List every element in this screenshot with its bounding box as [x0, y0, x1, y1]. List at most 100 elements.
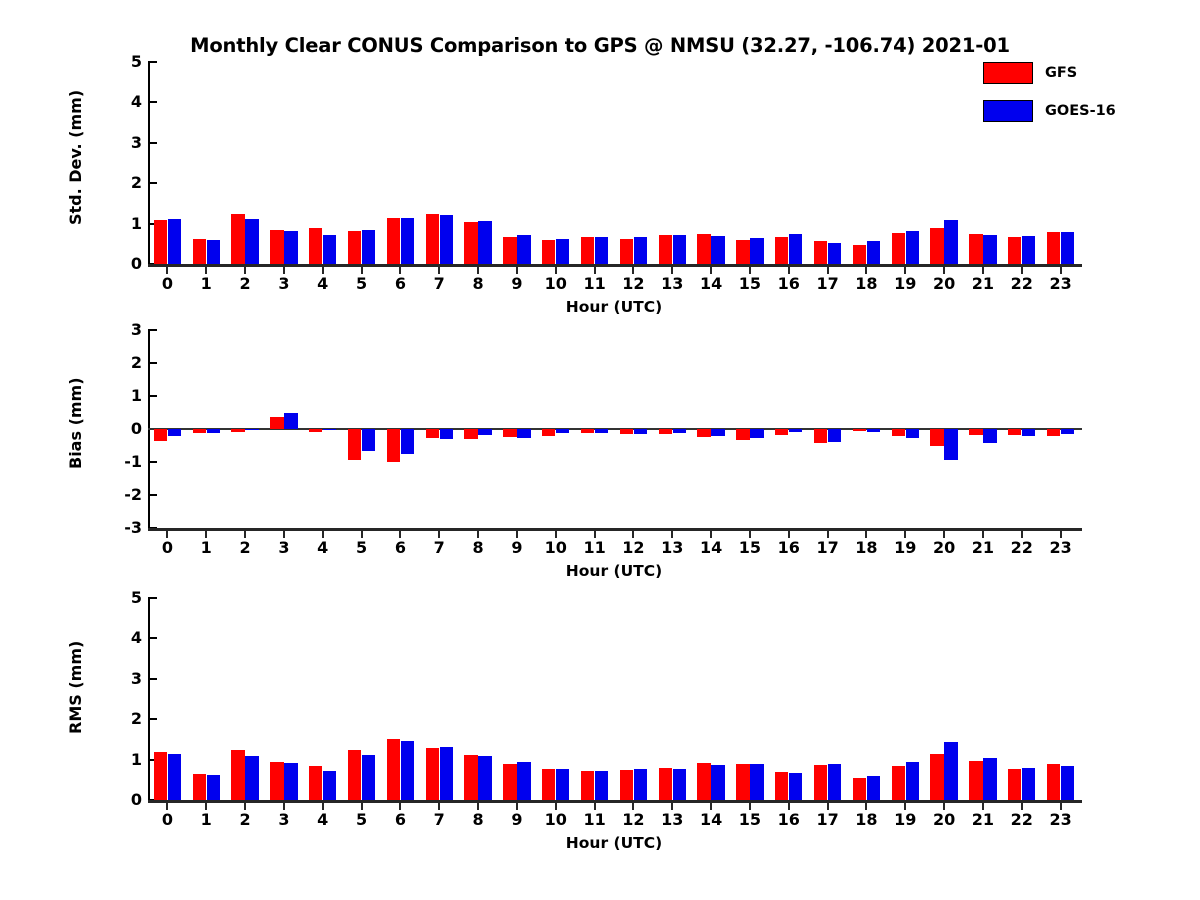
bar-gfs-hour-11 — [580, 770, 595, 800]
x-axis-tick — [282, 803, 285, 810]
bar-gfs-hour-17 — [813, 765, 828, 800]
bar-gfs-hour-16 — [775, 772, 789, 800]
x-axis-tick-label: 9 — [511, 274, 523, 293]
bar-goes-16-hour-7 — [439, 429, 453, 440]
x-axis-tick — [671, 267, 674, 274]
x-axis-tick — [865, 531, 868, 538]
bar-gfs-hour-19 — [891, 233, 905, 264]
bar-gfs-hour-3 — [270, 417, 284, 429]
bar-goes-16-hour-15 — [750, 429, 764, 438]
bar-gfs-hour-23 — [1046, 764, 1061, 800]
bar-gfs-hour-22 — [1008, 769, 1022, 800]
x-axis-tick — [515, 267, 518, 274]
bar-gfs-hour-11 — [580, 429, 595, 434]
bar-goes-16-hour-20 — [944, 429, 958, 461]
x-axis-tick-label: 2 — [239, 810, 251, 829]
legend-item-gfs: GFS — [983, 60, 1183, 85]
bar-goes-16-hour-13 — [672, 234, 686, 264]
x-axis-tick-label: 14 — [699, 538, 723, 557]
y-axis-tick-label: 4 — [130, 92, 142, 112]
bar-gfs-hour-16 — [775, 429, 789, 435]
bar-gfs-hour-15 — [736, 764, 750, 800]
x-axis-tick-label: 6 — [394, 538, 406, 557]
x-axis-tick-label: 3 — [278, 538, 290, 557]
x-axis-tick-label: 19 — [894, 538, 917, 557]
x-axis-tick-label: 6 — [394, 810, 406, 829]
x-axis-tick — [710, 803, 713, 810]
bar-gfs-hour-13 — [658, 429, 672, 434]
bar-gfs-hour-2 — [231, 749, 245, 800]
x-axis-tick — [632, 803, 635, 810]
bar-gfs-hour-7 — [425, 748, 439, 800]
x-axis-tick — [904, 531, 907, 538]
bar-goes-16-hour-21 — [983, 234, 997, 264]
x-axis-tick — [943, 531, 946, 538]
x-axis-tick-label: 20 — [932, 810, 956, 829]
x-axis-tick-label: 13 — [661, 810, 684, 829]
x-axis-tick — [166, 803, 169, 810]
x-axis-tick-label: 12 — [622, 810, 645, 829]
x-axis-tick — [826, 803, 829, 810]
x-axis-tick — [787, 531, 790, 538]
x-axis-tick — [360, 803, 363, 810]
x-axis-tick — [671, 531, 674, 538]
x-axis-tick — [710, 267, 713, 274]
bar-goes-16-hour-20 — [944, 741, 958, 800]
x-axis-tick — [787, 267, 790, 274]
page-title: Monthly Clear CONUS Comparison to GPS @ … — [190, 34, 1010, 57]
x-axis-tick-label: 14 — [699, 810, 723, 829]
bar-gfs-hour-12 — [619, 429, 634, 435]
x-axis-tick-label: 10 — [544, 810, 567, 829]
legend-label-gfs: GFS — [1045, 64, 1078, 81]
x-axis-tick — [1020, 531, 1023, 538]
x-axis-tick — [865, 267, 868, 274]
x-axis-tick — [826, 267, 829, 274]
bar-gfs-hour-2 — [231, 214, 245, 264]
x-axis-tick-label: 0 — [161, 538, 173, 557]
x-axis-tick-label: 22 — [1010, 274, 1033, 293]
bar-goes-16-hour-6 — [400, 217, 415, 264]
bar-gfs-hour-14 — [697, 429, 711, 437]
bar-gfs-hour-7 — [425, 213, 439, 264]
x-axis-tick-label: 7 — [433, 538, 445, 557]
bar-goes-16-hour-20 — [944, 220, 958, 264]
y-axis-line — [148, 62, 150, 264]
y-axis-tick — [148, 758, 157, 761]
legend-label-goes16: GOES-16 — [1045, 102, 1116, 119]
x-axis-tick-label: 18 — [855, 274, 878, 293]
bar-gfs-hour-18 — [852, 778, 867, 800]
bar-goes-16-hour-9 — [517, 429, 531, 439]
x-axis-tick-label: 10 — [544, 274, 567, 293]
x-axis-tick — [1020, 803, 1023, 810]
x-axis-tick-label: 9 — [511, 810, 523, 829]
x-axis-tick — [360, 531, 363, 538]
bar-goes-16-hour-11 — [594, 429, 609, 433]
x-axis-tick-label: 5 — [356, 538, 368, 557]
bar-gfs-hour-23 — [1046, 231, 1061, 264]
x-axis-tick — [321, 803, 324, 810]
y-axis-tick-label: -2 — [124, 485, 142, 504]
x-axis-tick-label: 23 — [1049, 274, 1072, 293]
x-axis-tick — [943, 267, 946, 274]
bar-gfs-hour-2 — [231, 429, 245, 432]
x-axis-tick — [205, 531, 208, 538]
legend-swatch-gfs — [983, 61, 1033, 84]
x-axis-tick-label: 11 — [583, 810, 606, 829]
x-axis-tick — [554, 803, 557, 810]
x-axis-tick — [632, 267, 635, 274]
y-axis-line — [148, 598, 150, 800]
x-axis-tick-label: 14 — [699, 274, 723, 293]
x-axis-tick — [360, 267, 363, 274]
chart-legend: GFS GOES-16 — [983, 60, 1183, 136]
y-axis-tick-label: 4 — [130, 628, 142, 648]
bar-goes-16-hour-14 — [711, 765, 725, 800]
bar-goes-16-hour-23 — [1060, 429, 1075, 435]
y-axis-tick — [148, 677, 157, 680]
x-axis-tick-label: 17 — [816, 274, 839, 293]
x-axis-tick-label: 2 — [239, 274, 251, 293]
bar-goes-16-hour-21 — [983, 429, 997, 444]
bar-gfs-hour-13 — [658, 768, 672, 800]
x-axis-tick — [554, 531, 557, 538]
bar-gfs-hour-0 — [153, 219, 168, 264]
bar-gfs-hour-7 — [425, 429, 439, 438]
